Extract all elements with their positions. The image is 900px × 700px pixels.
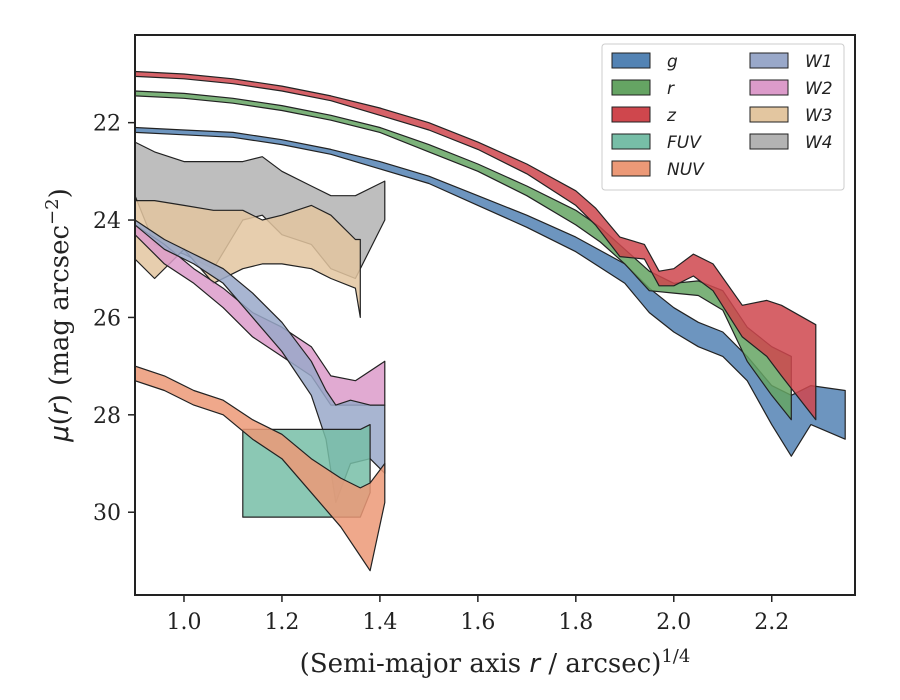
y-tick-label: 28 bbox=[93, 404, 121, 429]
legend-label-z: z bbox=[666, 106, 677, 126]
legend-label-g: g bbox=[667, 52, 678, 72]
legend-label-w4: W4 bbox=[805, 133, 833, 153]
y-axis-label: μ(r) (mag arcsec−2) bbox=[42, 188, 75, 443]
legend-label-w1: W1 bbox=[805, 52, 833, 72]
y-tick-label: 24 bbox=[93, 209, 121, 234]
x-axis-label: (Semi-major axis r / arcsec)1/4 bbox=[300, 646, 691, 679]
ticks-layer: 1.0 1.2 1.4 1.6 1.8 2.0 2.2 22 24 26 28 30 bbox=[93, 112, 789, 635]
legend-swatch-nuv bbox=[611, 160, 651, 177]
series-layer bbox=[135, 70, 846, 572]
legend-swatch-w1 bbox=[749, 52, 789, 69]
y-tick-label: 22 bbox=[93, 112, 121, 137]
legend-label-nuv: NUV bbox=[667, 160, 705, 180]
legend-swatch-w4 bbox=[749, 133, 789, 150]
x-tick-label: 1.6 bbox=[460, 610, 495, 635]
legend-swatch-z bbox=[611, 106, 651, 123]
x-tick-label: 2.0 bbox=[656, 610, 691, 635]
series-band-r bbox=[135, 90, 792, 421]
x-tick-label: 1.0 bbox=[166, 610, 201, 635]
legend-swatch-fuv bbox=[611, 133, 651, 150]
x-tick-label: 2.2 bbox=[754, 610, 789, 635]
legend-label-w3: W3 bbox=[805, 106, 833, 126]
legend-label-fuv: FUV bbox=[667, 133, 702, 153]
x-tick-label: 1.4 bbox=[362, 610, 397, 635]
series-band-g bbox=[135, 126, 846, 457]
legend-swatch-w3 bbox=[749, 106, 789, 123]
legend-label-w2: W2 bbox=[805, 79, 833, 99]
series-band-w3 bbox=[135, 200, 361, 318]
x-tick-label: 1.2 bbox=[264, 610, 299, 635]
x-tick-label: 1.8 bbox=[558, 610, 593, 635]
y-tick-label: 30 bbox=[93, 501, 121, 526]
series-band-nuv bbox=[135, 365, 386, 572]
plot-frame bbox=[134, 34, 856, 596]
legend-swatch-r bbox=[611, 79, 651, 96]
legend-swatch-w2 bbox=[749, 79, 789, 96]
y-tick-label: 26 bbox=[93, 306, 121, 331]
legend: grz FUV NUV W1 W2 W3 W4 bbox=[601, 43, 845, 191]
series-band-z bbox=[135, 70, 817, 421]
legend-label-r: r bbox=[667, 79, 675, 99]
legend-swatch-g bbox=[611, 52, 651, 69]
